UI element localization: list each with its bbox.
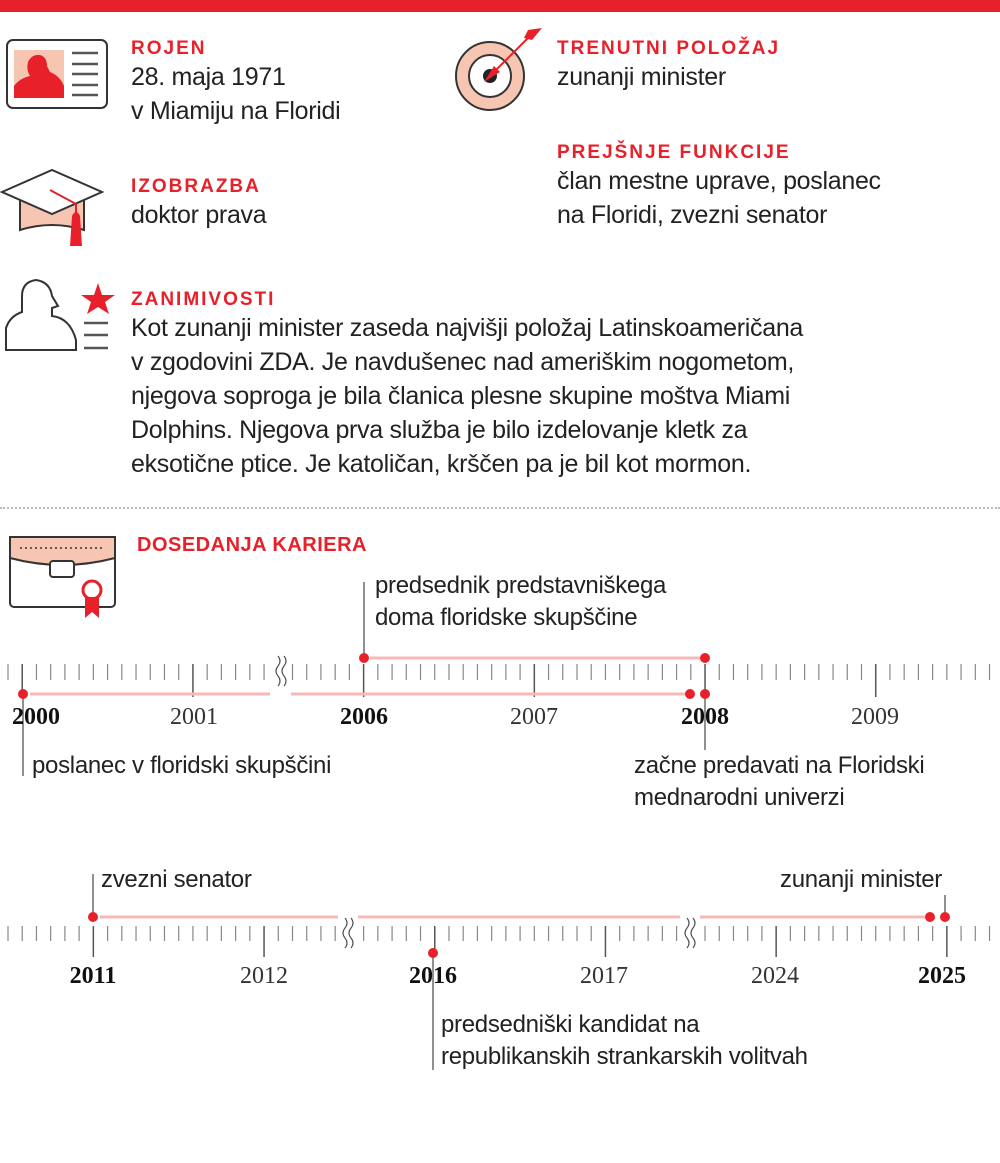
event-dot [700,689,710,699]
education-text: doktor prava [131,201,267,229]
year-label: 2007 [510,704,558,730]
year-label: 2012 [240,963,288,989]
axis-break [684,917,690,949]
previous-line: član mestne uprave, poslanec [557,167,881,195]
axis-break [275,655,281,687]
born-date: 28. maja 1971 [131,63,286,91]
axis-break [348,917,354,949]
trivia-line: v zgodovini ZDA. Je navdušenec nad ameri… [131,348,794,376]
trivia-heading: ZANIMIVOSTI [131,289,276,310]
trivia-section: ZANIMIVOSTI Kot zunanji minister zaseda … [131,289,803,481]
id-card-icon [6,39,108,109]
event-dot [925,912,935,922]
event-dot [88,912,98,922]
education-heading: IZOBRAZBA [131,176,261,197]
event-dot [359,653,369,663]
event-label: zvezni senator [101,866,252,893]
event-label: začne predavati na Floridski mednarodni u… [634,752,925,811]
axis-break [281,655,287,687]
year-label: 2025 [918,963,966,989]
event-dot [685,689,695,699]
divider [0,507,1000,509]
briefcase-certificate-icon [9,536,116,618]
event-dot [18,689,28,699]
year-label: 2011 [69,963,117,989]
year-label: 2016 [409,963,457,989]
year-label: 2006 [340,704,388,730]
event-dot [700,653,710,663]
event-label: predsednik predstavniškega doma floridske… [375,572,667,631]
born-section: ROJEN 28. maja 1971 v Miamiju na Floridi [131,38,341,128]
top-bar [0,0,1000,12]
previous-line: na Floridi, zvezni senator [557,201,828,229]
year-label: 2024 [751,963,799,989]
current-text: zunanji minister [557,63,726,91]
year-label: 2000 [12,704,60,730]
axis-break [342,917,348,949]
person-star-icon [5,278,115,351]
year-label: 2009 [851,704,899,730]
event-label: zunanji minister [780,866,942,893]
axis-break [690,917,696,949]
current-section: TRENUTNI POLOŽAJ zunanji minister [557,38,780,94]
current-heading: TRENUTNI POLOŽAJ [557,38,781,59]
event-label: poslanec v floridski skupščini [32,752,332,779]
trivia-line: Dolphins. Njegova prva služba je bilo iz… [131,416,748,444]
born-heading: ROJEN [131,38,207,59]
event-dot [428,948,438,958]
trivia-line: njegova soproga je bila članica plesne s… [131,382,791,410]
year-label: 2001 [170,704,218,730]
career-heading: DOSEDANJA KARIERA [137,534,368,556]
trivia-line: eksotične ptice. Je katoličan, krščen pa… [131,450,752,478]
previous-heading: PREJŠNJE FUNKCIJE [557,142,791,163]
event-dot [940,912,950,922]
year-label: 2008 [681,704,729,730]
graduation-cap-icon [0,168,105,246]
trivia-line: Kot zunanji minister zaseda najvišji pol… [131,314,804,342]
year-label: 2017 [580,963,628,989]
event-label: predsedniški kandidat na republikanskih s… [441,1011,808,1070]
previous-section: PREJŠNJE FUNKCIJE član mestne uprave, po… [557,142,881,232]
born-place: v Miamiju na Floridi [131,97,341,125]
education-section: IZOBRAZBA doktor prava [131,176,267,232]
target-icon [455,28,542,111]
